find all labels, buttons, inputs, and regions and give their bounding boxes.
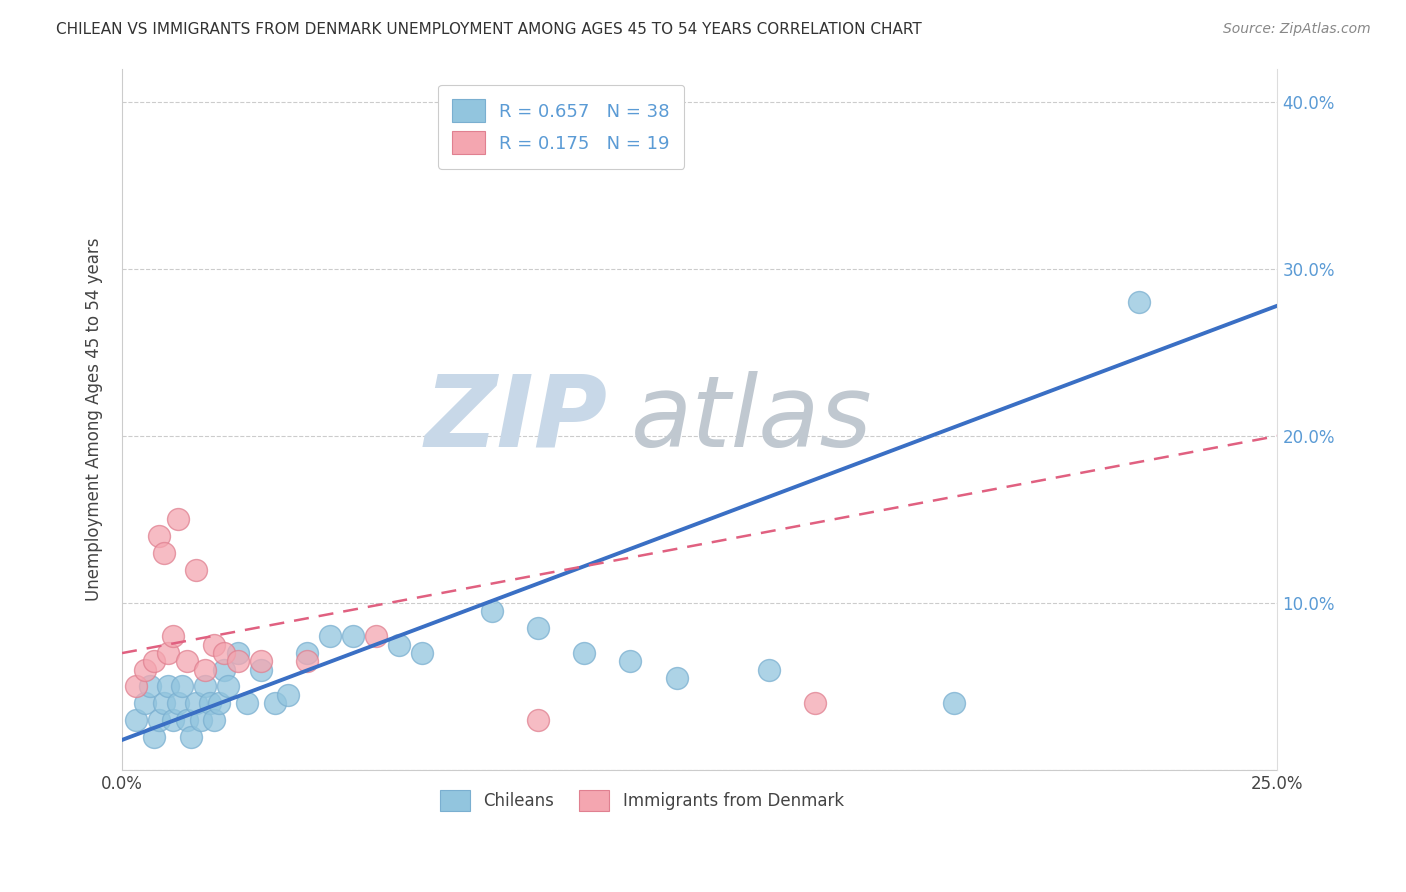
Point [263, 696, 285, 710]
Point [134, 696, 156, 710]
Point [148, 713, 170, 727]
Point [208, 696, 231, 710]
Point [143, 655, 166, 669]
Text: atlas: atlas [630, 371, 872, 467]
Point [319, 629, 342, 643]
Point [366, 629, 388, 643]
Point [204, 638, 226, 652]
Point [804, 696, 827, 710]
Point [180, 730, 202, 744]
Point [942, 696, 965, 710]
Point [217, 680, 239, 694]
Point [152, 696, 174, 710]
Point [134, 663, 156, 677]
Point [198, 696, 221, 710]
Point [665, 671, 688, 685]
Text: ZIP: ZIP [425, 371, 607, 467]
Point [277, 688, 299, 702]
Point [176, 713, 198, 727]
Point [157, 646, 180, 660]
Point [194, 680, 217, 694]
Point [212, 646, 235, 660]
Point [758, 663, 780, 677]
Point [125, 713, 148, 727]
Text: CHILEAN VS IMMIGRANTS FROM DENMARK UNEMPLOYMENT AMONG AGES 45 TO 54 YEARS CORREL: CHILEAN VS IMMIGRANTS FROM DENMARK UNEMP… [56, 22, 922, 37]
Point [527, 621, 550, 635]
Point [157, 680, 180, 694]
Point [184, 563, 207, 577]
Point [249, 655, 271, 669]
Point [143, 730, 166, 744]
Point [342, 629, 364, 643]
Point [190, 713, 212, 727]
Point [226, 646, 249, 660]
Point [152, 546, 174, 560]
Point [166, 696, 188, 710]
Point [572, 646, 595, 660]
Point [148, 529, 170, 543]
Point [481, 604, 503, 618]
Point [194, 663, 217, 677]
Point [162, 629, 184, 643]
Point [1128, 295, 1150, 310]
Point [226, 655, 249, 669]
Point [388, 638, 411, 652]
Point [166, 512, 188, 526]
Y-axis label: Unemployment Among Ages 45 to 54 years: Unemployment Among Ages 45 to 54 years [86, 237, 103, 601]
Point [411, 646, 433, 660]
Point [212, 663, 235, 677]
Point [125, 680, 148, 694]
Point [619, 655, 641, 669]
Point [295, 655, 318, 669]
Point [236, 696, 259, 710]
Text: Source: ZipAtlas.com: Source: ZipAtlas.com [1223, 22, 1371, 37]
Point [172, 680, 194, 694]
Point [249, 663, 271, 677]
Legend: Chileans, Immigrants from Denmark: Chileans, Immigrants from Denmark [427, 777, 858, 825]
Point [527, 713, 550, 727]
Point [162, 713, 184, 727]
Point [295, 646, 318, 660]
Point [204, 713, 226, 727]
Point [139, 680, 162, 694]
Point [176, 655, 198, 669]
Point [184, 696, 207, 710]
